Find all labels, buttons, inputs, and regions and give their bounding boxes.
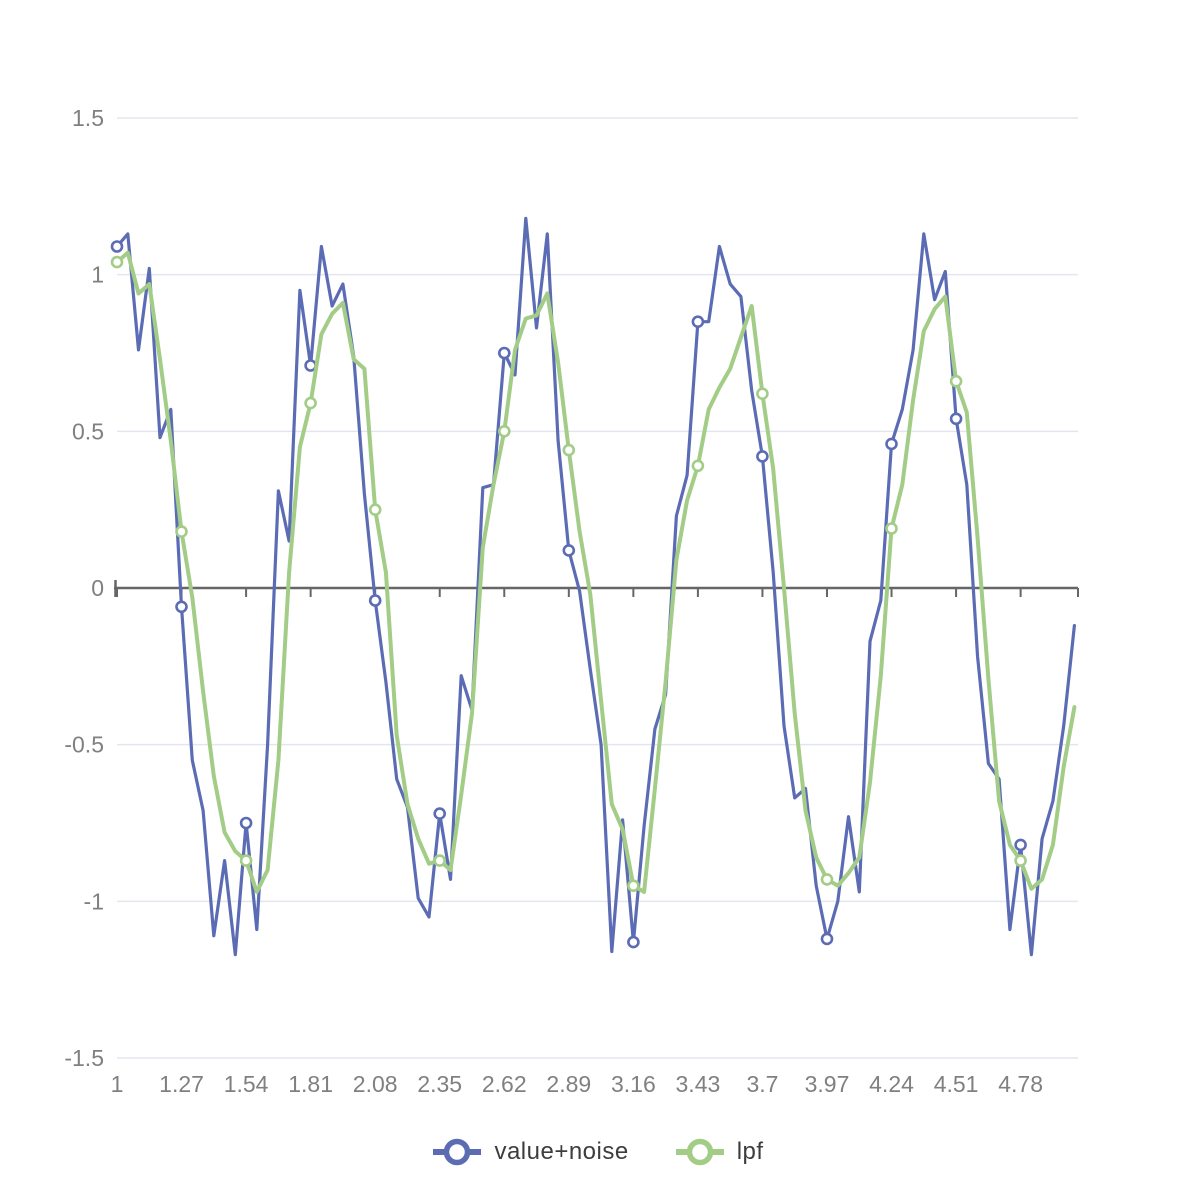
data-point-marker-value-noise xyxy=(885,437,898,451)
x-axis-label: 2.35 xyxy=(417,1071,462,1097)
data-point-marker-lpf xyxy=(691,459,705,473)
data-point-marker-value-noise xyxy=(1014,838,1027,852)
y-axis-label: 1 xyxy=(91,262,104,288)
legend-label-value-noise: value+noise xyxy=(494,1138,629,1165)
data-point-marker-lpf xyxy=(175,525,188,538)
data-point-marker-value-noise xyxy=(691,315,705,329)
data-point-marker-lpf xyxy=(1014,854,1027,867)
data-point-marker-value-noise xyxy=(239,816,253,830)
y-axis-label: 0 xyxy=(91,575,104,601)
data-point-marker-lpf xyxy=(885,522,898,535)
legend-item-value-noise: value+noise xyxy=(432,1137,628,1167)
data-point-marker-lpf xyxy=(756,387,769,401)
y-axis-label: -1.5 xyxy=(64,1045,104,1071)
y-axis-label: 1.5 xyxy=(72,105,104,131)
x-axis-label: 3.43 xyxy=(676,1071,721,1097)
data-point-marker-lpf xyxy=(562,443,576,457)
data-point-marker-lpf xyxy=(497,424,511,438)
data-point-marker-value-noise xyxy=(110,240,124,253)
data-point-marker-value-noise xyxy=(368,594,382,607)
data-point-marker-value-noise xyxy=(756,450,769,463)
data-point-marker-value-noise xyxy=(627,935,640,949)
y-axis-label: 0.5 xyxy=(72,418,104,444)
x-axis-label: 1.27 xyxy=(159,1071,204,1097)
x-axis-label: 2.08 xyxy=(353,1071,398,1097)
x-axis-label: 4.51 xyxy=(934,1071,979,1097)
y-axis-label: -1 xyxy=(84,888,104,914)
data-point-marker-value-noise xyxy=(433,807,447,820)
series-line-lpf xyxy=(115,250,1077,894)
data-point-marker-value-noise xyxy=(949,412,963,426)
x-axis-label: 4.78 xyxy=(998,1071,1043,1097)
x-axis-label: 1.81 xyxy=(288,1071,333,1097)
data-point-marker-lpf xyxy=(949,374,963,388)
x-axis-label: 1.54 xyxy=(224,1071,269,1097)
x-axis-label: 3.16 xyxy=(611,1071,656,1097)
x-axis-label: 2.62 xyxy=(482,1071,527,1097)
data-point-marker-value-noise xyxy=(175,600,188,614)
data-point-marker-lpf xyxy=(627,879,640,893)
x-axis-label: 1 xyxy=(111,1071,124,1097)
data-point-marker-lpf xyxy=(368,503,382,517)
data-point-marker-lpf xyxy=(820,873,834,886)
x-axis-label: 3.7 xyxy=(746,1071,778,1097)
x-axis-label: 2.89 xyxy=(546,1071,591,1097)
data-point-marker-lpf xyxy=(304,396,317,410)
chart-legend: value+noise lpf xyxy=(0,1128,1196,1176)
data-point-marker-value-noise xyxy=(820,932,834,946)
data-point-marker-value-noise xyxy=(562,544,576,557)
x-axis-label: 3.97 xyxy=(805,1071,850,1097)
data-point-marker-value-noise xyxy=(497,346,511,360)
y-axis-label: -0.5 xyxy=(64,732,104,758)
data-point-marker-lpf xyxy=(110,255,124,269)
legend-item-lpf: lpf xyxy=(675,1137,764,1167)
data-point-marker-lpf xyxy=(433,854,447,867)
legend-label-lpf: lpf xyxy=(736,1138,764,1165)
legend-marker-value-noise-icon xyxy=(433,1138,482,1166)
legend-marker-lpf-icon xyxy=(675,1138,724,1166)
data-point-marker-lpf xyxy=(239,854,253,867)
series-line-value-noise xyxy=(115,216,1077,957)
x-axis-label: 4.24 xyxy=(869,1071,914,1097)
